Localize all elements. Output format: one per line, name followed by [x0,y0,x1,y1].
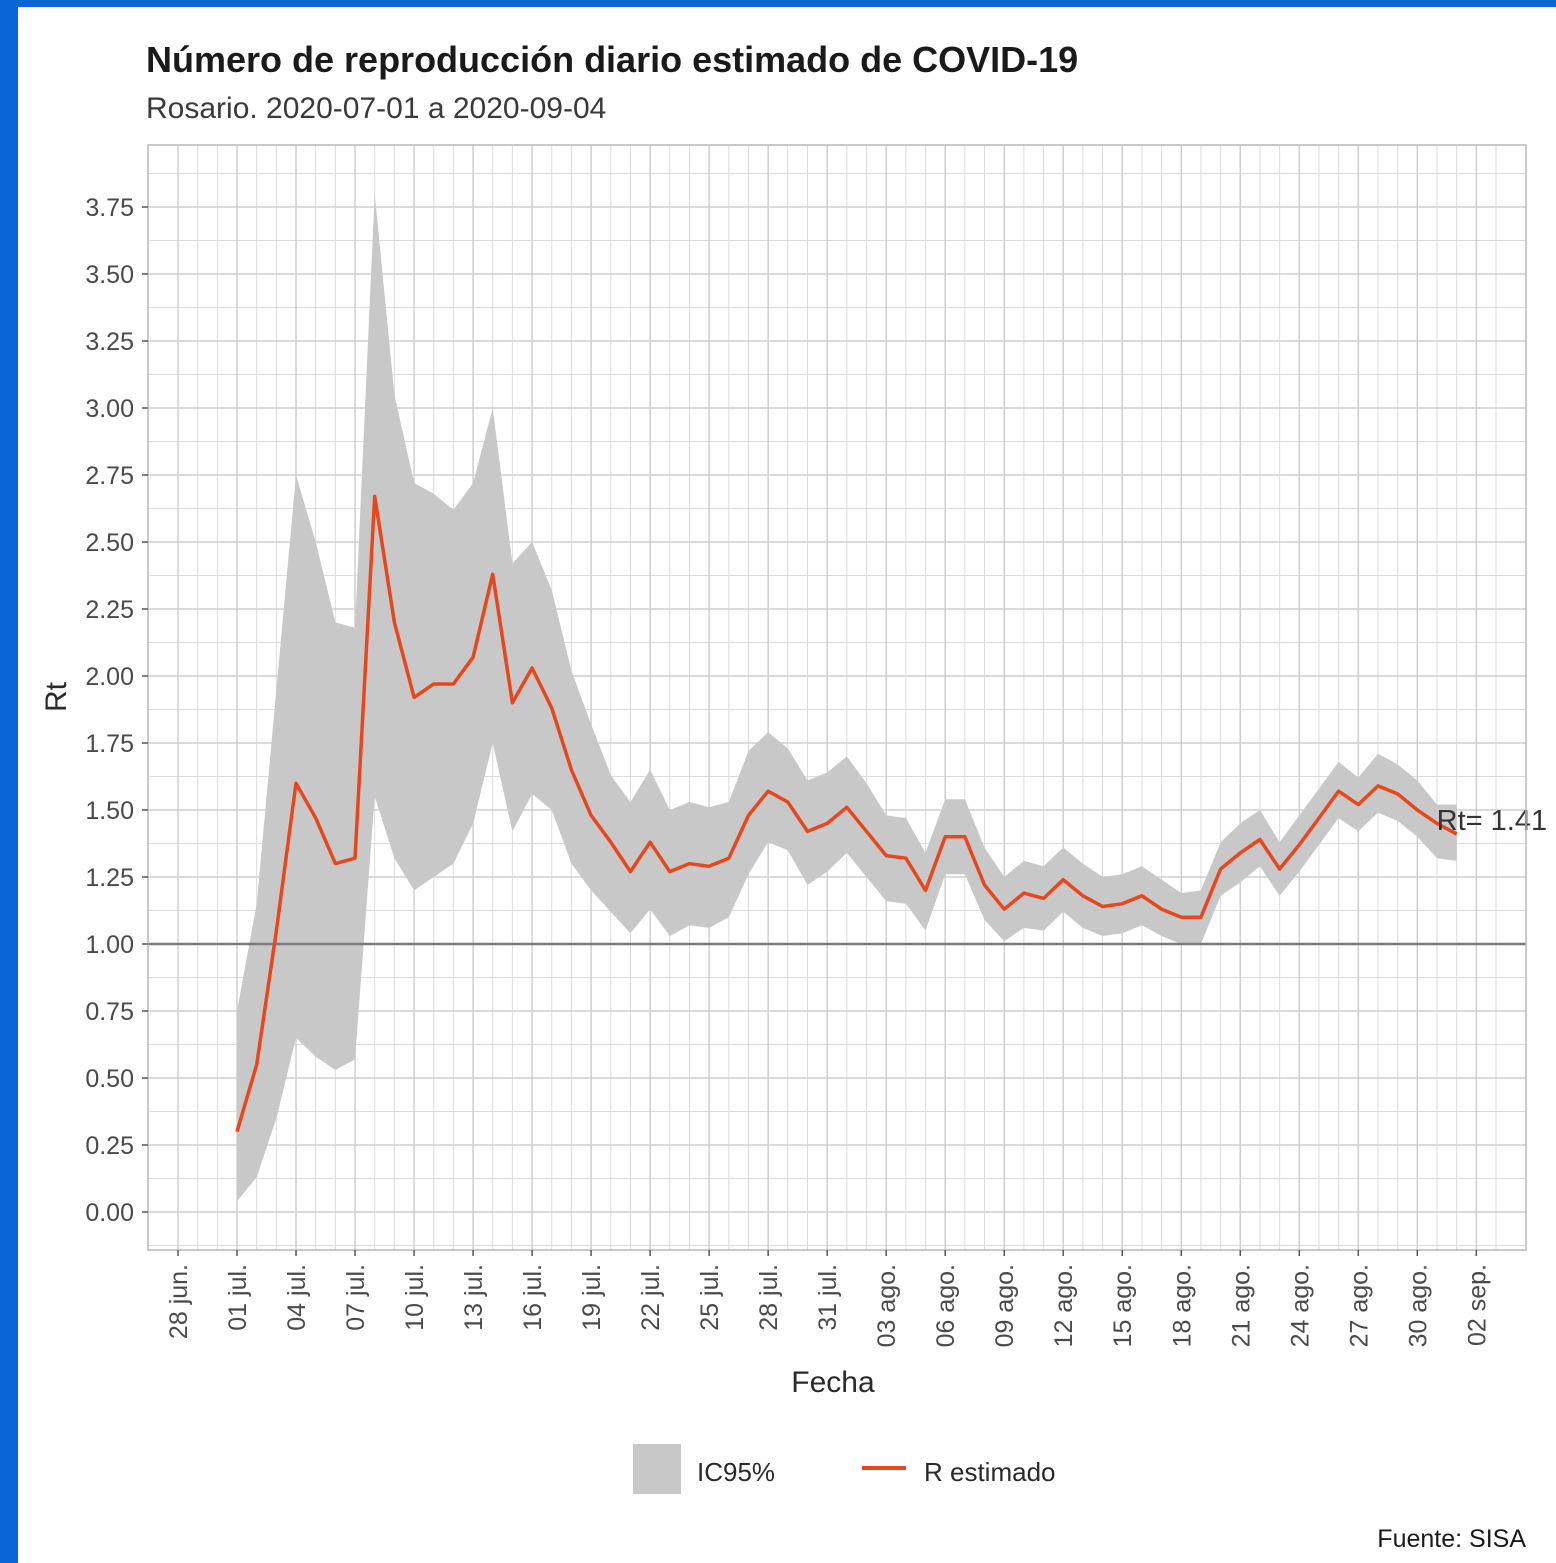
x-tick-label: 06 ago. [932,1264,960,1347]
y-tick-label: 1.00 [85,931,134,959]
chart-title: Número de reproducción diario estimado d… [146,39,1079,80]
y-tick-label: 0.00 [85,1199,134,1227]
y-tick-label: 3.50 [85,261,134,289]
x-tick-label: 03 ago. [873,1264,901,1347]
y-tick-label: 2.25 [85,596,134,624]
y-tick-label: 0.75 [85,998,134,1026]
y-tick-label: 1.25 [85,864,134,892]
chart-caption: Fuente: SISA [1377,1525,1526,1553]
y-tick-label: 1.75 [85,730,134,758]
y-tick-label: 3.00 [85,395,134,423]
plot-frame [147,144,1527,1251]
ribbon-layer [237,193,1457,1202]
x-tick-label: 07 jul. [342,1264,370,1331]
y-tick-label: 2.75 [85,462,134,490]
y-tick-label: 0.25 [85,1132,134,1160]
x-axis: 28 jun. 01 jul. 04 jul. 07 jul. 10 jul. 13 ju… [165,1250,1491,1347]
legend-key-ribbon [633,1444,681,1494]
y-tick-label: 3.75 [85,194,134,222]
x-tick-label: 25 jul. [696,1264,724,1331]
x-tick-label: 30 ago. [1404,1264,1432,1347]
x-tick-label: 27 ago. [1345,1264,1373,1347]
x-tick-label: 28 jul. [755,1264,783,1331]
x-tick-label: 21 ago. [1227,1264,1255,1347]
x-tick-label: 16 jul. [519,1264,547,1331]
x-tick-label: 04 jul. [283,1264,311,1331]
x-tick-label: 10 jul. [401,1264,429,1331]
x-tick-label: 24 ago. [1286,1264,1314,1347]
x-tick-label: 15 ago. [1109,1264,1137,1347]
line-layer [235,494,1458,1133]
legend: IC95% R estimado [633,1444,1056,1494]
y-axis-title: Rt [40,681,73,712]
y-tick-label: 0.50 [85,1065,134,1093]
r-estimado-line [235,494,1458,1133]
x-tick-label: 13 jul. [460,1264,488,1331]
legend-label-ribbon: IC95% [697,1457,775,1487]
x-tick-label: 18 ago. [1168,1264,1196,1347]
rt-annotation: Rt= 1.41 [1437,805,1547,837]
y-tick-label: 1.50 [85,797,134,825]
legend-label-line: R estimado [924,1457,1056,1487]
x-tick-label: 02 sep. [1463,1264,1491,1346]
ci95-ribbon [237,193,1457,1202]
x-tick-label: 28 jun. [165,1264,193,1339]
y-tick-label: 2.50 [85,529,134,557]
y-tick-label: 3.25 [85,328,134,356]
x-tick-label: 19 jul. [578,1264,606,1331]
y-tick-label: 2.00 [85,663,134,691]
x-axis-title: Fecha [791,1366,875,1399]
x-tick-label: 01 jul. [224,1264,252,1331]
annotation-layer: Rt= 1.41 [1437,805,1547,837]
x-tick-label: 12 ago. [1050,1264,1078,1347]
x-tick-label: 09 ago. [991,1264,1019,1347]
x-tick-label: 31 jul. [814,1264,842,1331]
x-tick-label: 22 jul. [637,1264,665,1331]
chart-subtitle: Rosario. 2020-07-01 a 2020-09-04 [146,92,607,125]
y-axis: 0.00 0.25 0.50 0.75 1.00 1.25 1.50 1.75 2.00 2.25… [85,194,148,1227]
